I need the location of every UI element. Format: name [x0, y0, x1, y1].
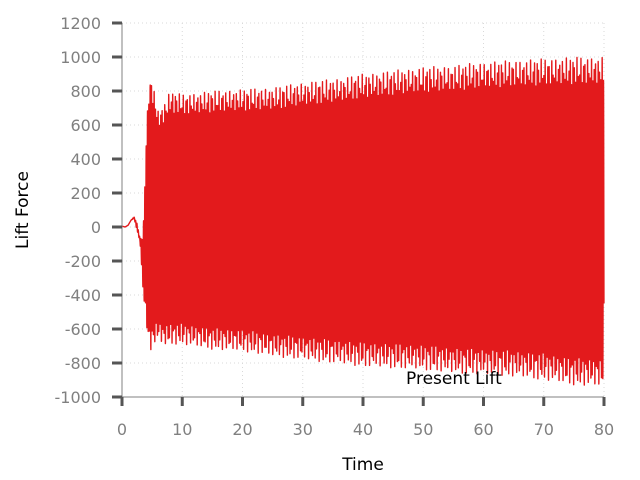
x-tick-label-0: 0 — [117, 420, 127, 439]
x-tick-label-2: 20 — [232, 420, 252, 439]
x-tick-label-4: 40 — [353, 420, 373, 439]
y-tick-label-10: 1000 — [60, 48, 101, 67]
legend-entry: Present Lift — [406, 369, 502, 389]
x-tick-label-6: 60 — [473, 420, 493, 439]
series-line-0 — [121, 56, 605, 386]
x-tick-label-8: 80 — [594, 420, 614, 439]
y-tick-label-9: 800 — [70, 82, 101, 101]
y-tick-label-7: 400 — [70, 150, 101, 169]
y-tick-label-4: -200 — [65, 252, 101, 271]
y-tick-label-2: -600 — [65, 320, 101, 339]
plot-area — [121, 56, 605, 386]
y-tick-label-6: 200 — [70, 184, 101, 203]
x-axis-ticks: 0 10 20 30 40 50 60 70 80 — [117, 397, 614, 439]
y-tick-label-1: -800 — [65, 354, 101, 373]
y-tick-label-8: 600 — [70, 116, 101, 135]
x-tick-label-7: 70 — [534, 420, 554, 439]
x-axis-title: Time — [341, 455, 384, 475]
y-tick-label-5: 0 — [91, 218, 101, 237]
y-axis-ticks: -1000 -800 -600 -400 -200 0 200 400 600 800 1000 12… — [55, 14, 122, 407]
x-tick-label-5: 50 — [413, 420, 433, 439]
y-axis-title: Lift Force — [13, 171, 33, 249]
y-tick-label-11: 1200 — [60, 14, 101, 33]
x-tick-label-1: 10 — [172, 420, 192, 439]
y-tick-label-0: -1000 — [55, 388, 102, 407]
y-tick-label-3: -400 — [65, 286, 101, 305]
x-tick-label-3: 30 — [293, 420, 313, 439]
